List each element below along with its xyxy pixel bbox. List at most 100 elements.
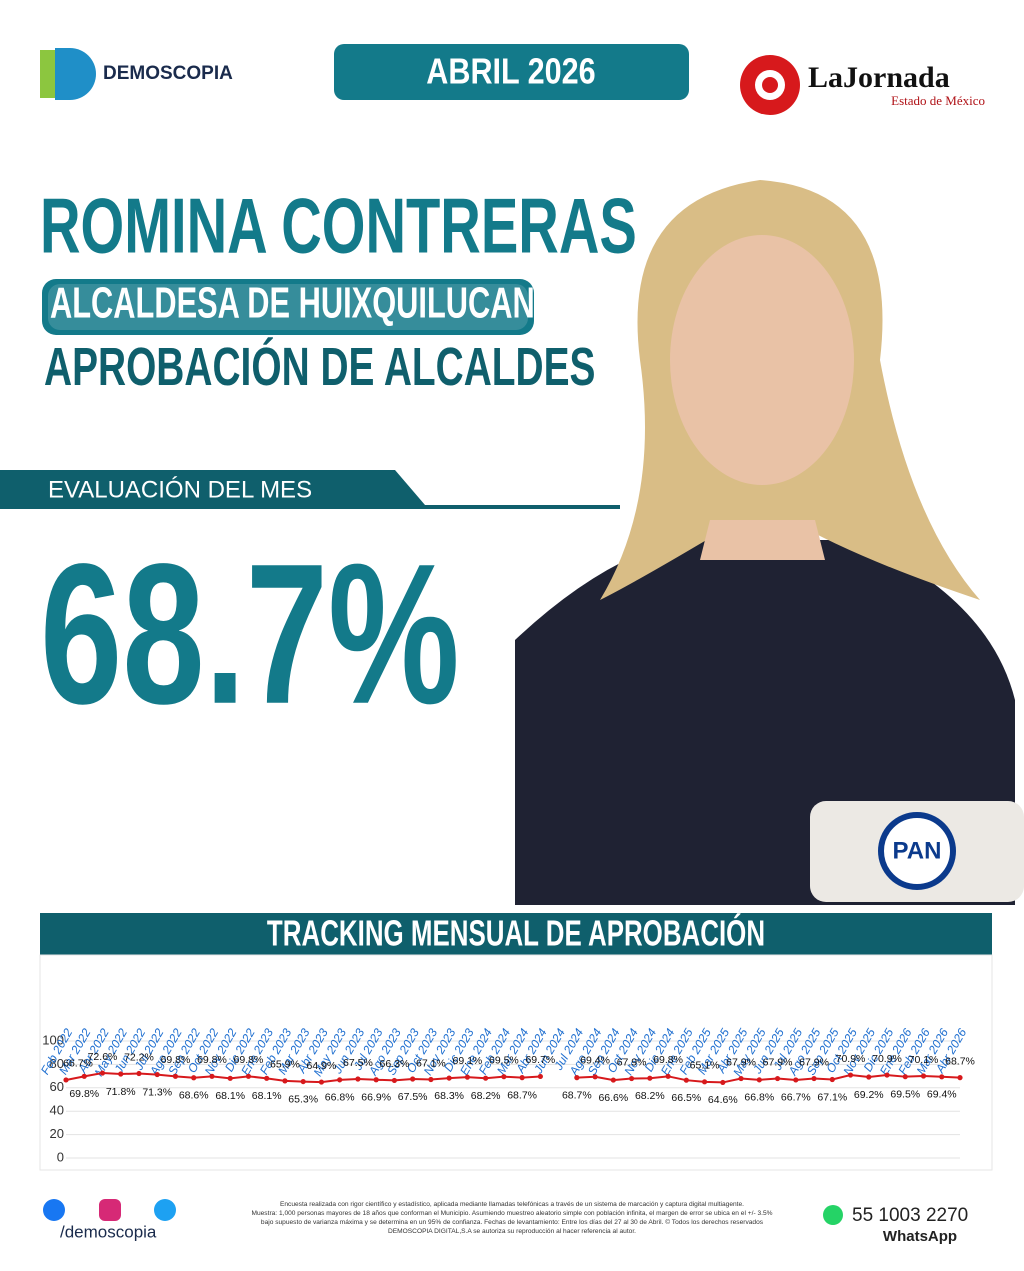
- footnote: Encuesta realizada con rigor científico …: [251, 1201, 772, 1235]
- point: [720, 1079, 726, 1086]
- data-label: 67.9%: [617, 1056, 647, 1068]
- phone-label: WhatsApp: [883, 1228, 957, 1245]
- data-label: 65.1%: [690, 1060, 720, 1072]
- partner-sub: Estado de México: [891, 93, 985, 108]
- chart-title: TRACKING MENSUAL DE APROBACIÓN: [267, 912, 765, 953]
- data-label: 68.7%: [562, 1089, 592, 1101]
- eval-label: EVALUACIÓN DEL MES: [48, 476, 312, 503]
- point: [373, 1077, 379, 1083]
- data-label: 69.2%: [854, 1089, 884, 1101]
- data-label: 67.5%: [343, 1057, 373, 1069]
- y-tick-label: 80: [50, 1056, 64, 1071]
- data-label: 72.2%: [124, 1051, 154, 1063]
- data-label: 65.3%: [288, 1093, 318, 1105]
- role: ALCALDESA DE HUIXQUILUCAN: [50, 279, 535, 328]
- data-label: 66.9%: [361, 1092, 391, 1104]
- data-label: 68.2%: [471, 1090, 501, 1102]
- data-label: 66.8%: [325, 1092, 355, 1104]
- point: [610, 1077, 616, 1083]
- data-label: 68.6%: [179, 1090, 209, 1102]
- point: [519, 1075, 525, 1081]
- data-label: 70.9%: [872, 1053, 902, 1065]
- point: [574, 1075, 580, 1081]
- point: [665, 1073, 671, 1079]
- y-tick-label: 60: [50, 1079, 64, 1094]
- point: [866, 1074, 872, 1080]
- social-icons: [43, 1199, 176, 1221]
- point: [446, 1075, 452, 1081]
- date-banner: [334, 44, 689, 100]
- role-banner: [42, 279, 534, 335]
- point: [847, 1072, 854, 1078]
- point: [884, 1072, 890, 1078]
- point: [647, 1075, 653, 1081]
- data-label: 68.7%: [945, 1055, 975, 1067]
- point: [428, 1076, 434, 1083]
- point: [701, 1079, 708, 1085]
- data-label: 67.5%: [398, 1091, 428, 1103]
- point: [410, 1076, 416, 1082]
- data-label: 68.2%: [635, 1090, 665, 1102]
- handle: /demoscopia: [60, 1222, 157, 1241]
- data-label: 64.9%: [307, 1060, 337, 1072]
- data-label: 66.6%: [598, 1092, 628, 1104]
- point: [920, 1073, 927, 1079]
- data-label: 68.3%: [434, 1090, 464, 1102]
- demoscopia-logo: DEMOSCOPIA: [40, 48, 233, 100]
- data-label: 67.1%: [416, 1057, 446, 1069]
- data-label: 64.6%: [708, 1094, 738, 1106]
- jornada-logo: LaJornada Estado de México: [740, 55, 985, 115]
- partner: LaJornada: [808, 61, 950, 94]
- footnote-line: DEMOSCOPIA DIGITAL,S.A se autoriza su re…: [388, 1228, 636, 1235]
- point: [483, 1075, 489, 1081]
- point: [227, 1075, 233, 1081]
- point: [282, 1078, 288, 1084]
- party-logo: [878, 812, 956, 890]
- data-label: 69.5%: [489, 1054, 519, 1066]
- data-label: 65.9%: [270, 1059, 300, 1071]
- party: PAN: [893, 837, 942, 864]
- brand: DEMOSCOPIA: [103, 63, 233, 84]
- data-label: 71.8%: [106, 1086, 136, 1098]
- point: [81, 1073, 87, 1079]
- whatsapp-icon: [823, 1205, 843, 1225]
- data-label: 68.1%: [252, 1090, 282, 1102]
- point: [300, 1078, 306, 1085]
- data-label: 71.3%: [142, 1086, 172, 1098]
- data-label: 69.4%: [927, 1089, 957, 1101]
- chart-title-banner: [40, 913, 992, 955]
- data-label: 69.8%: [197, 1054, 227, 1066]
- point: [464, 1074, 470, 1080]
- point: [793, 1077, 799, 1083]
- data-label: 70.9%: [836, 1053, 866, 1065]
- footnote-line: bajo supuesto de varianza máxima y se de…: [261, 1218, 764, 1226]
- point: [355, 1076, 361, 1082]
- eval-banner: [0, 470, 620, 509]
- point: [774, 1075, 781, 1082]
- date: ABRIL 2026: [426, 52, 595, 92]
- point: [391, 1077, 398, 1084]
- point: [592, 1074, 598, 1080]
- point: [537, 1073, 543, 1080]
- data-label: 67.9%: [726, 1056, 756, 1068]
- point: [154, 1071, 160, 1078]
- y-tick-label: 40: [50, 1103, 64, 1118]
- point: [902, 1074, 908, 1080]
- data-label: 67.1%: [817, 1091, 847, 1103]
- point: [63, 1077, 69, 1083]
- survey: APROBACIÓN DE ALCALDES: [44, 336, 595, 397]
- data-label: 69.1%: [452, 1055, 482, 1067]
- data-label: 69.5%: [890, 1088, 920, 1100]
- data-label: 66.5%: [671, 1092, 701, 1104]
- point: [245, 1073, 252, 1079]
- data-label: 66.7%: [63, 1058, 93, 1070]
- footnote-line: Encuesta realizada con rigor científico …: [280, 1201, 744, 1208]
- name: ROMINA CONTRERAS: [40, 183, 637, 270]
- data-label: 68.1%: [215, 1090, 245, 1102]
- data-label: 69.4%: [580, 1055, 610, 1067]
- point: [939, 1074, 945, 1080]
- data-label: 67.9%: [763, 1056, 793, 1068]
- data-label: 69.8%: [234, 1054, 264, 1066]
